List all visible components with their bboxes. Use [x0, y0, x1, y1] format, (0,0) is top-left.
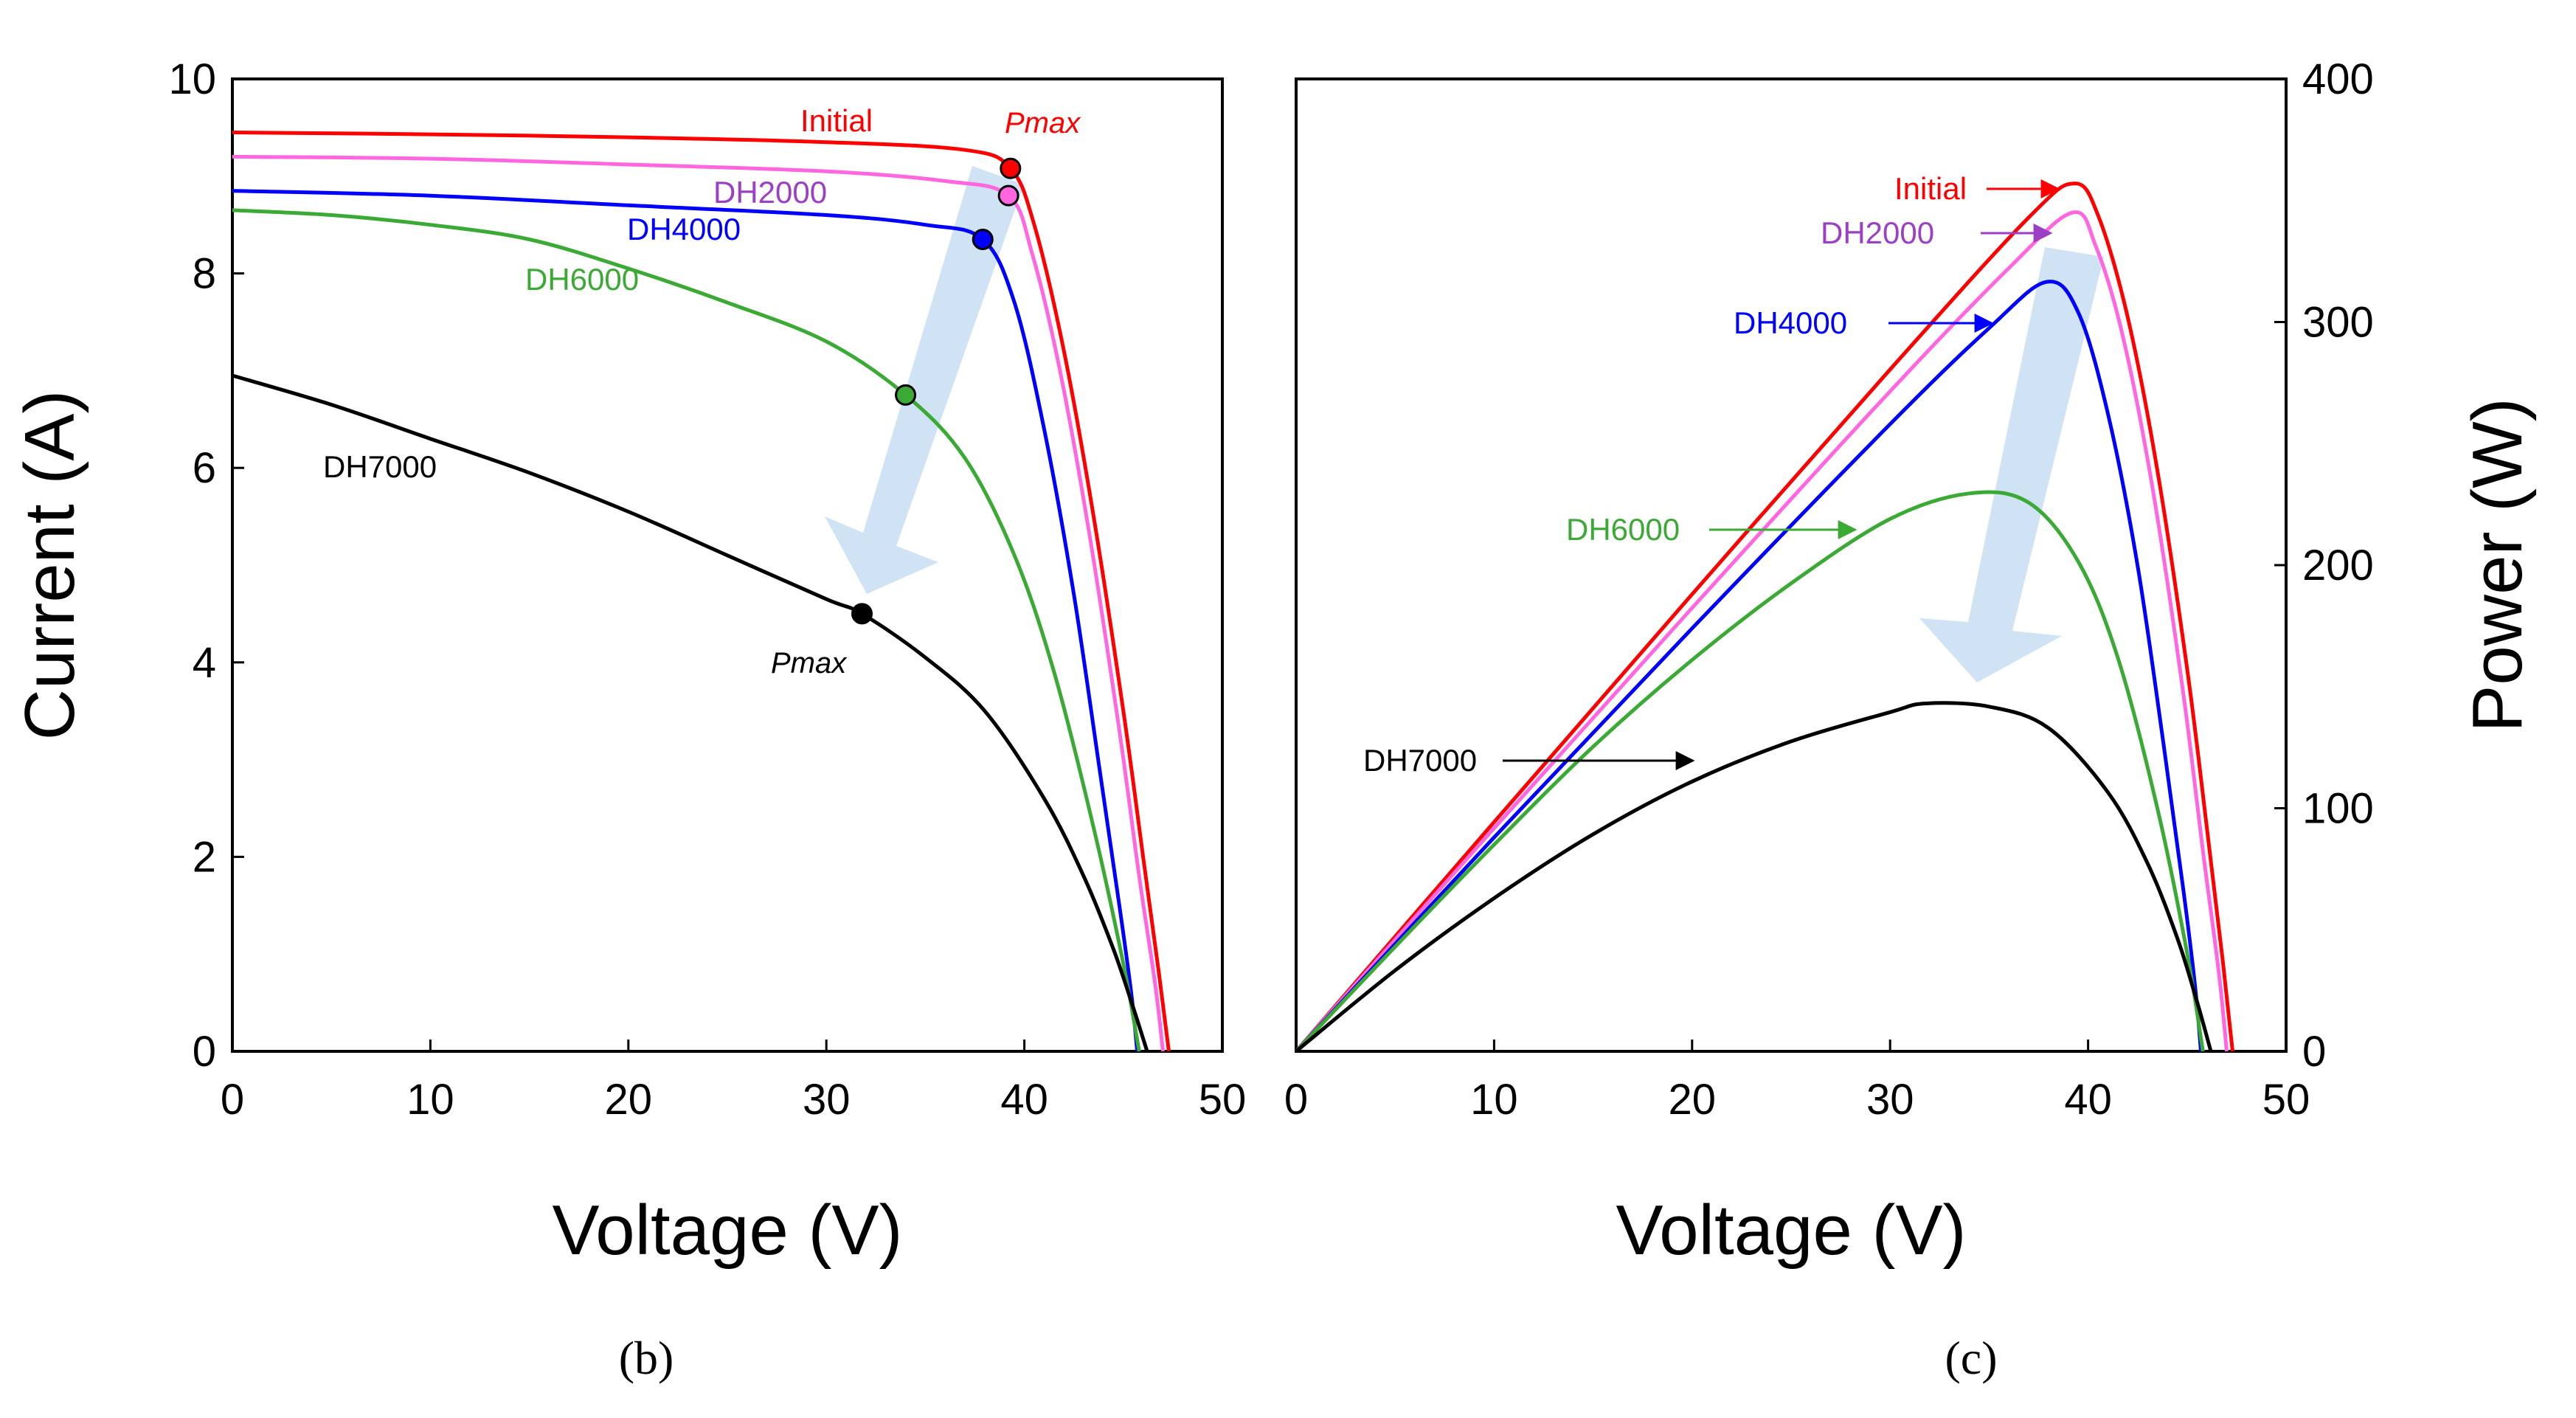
x-tick-label: 0	[221, 1076, 244, 1124]
series-label-dh2000: DH2000	[713, 175, 827, 210]
series-label-dh6000: DH6000	[525, 262, 639, 297]
series-label-dh7000: DH7000	[323, 449, 437, 484]
pmax-point-dh4000	[972, 228, 994, 250]
series-line-initial	[1295, 181, 2234, 1053]
y-axis-label: Power (W)	[2458, 398, 2537, 732]
panel-label: (c)	[1945, 1332, 1997, 1384]
series-line-initial	[232, 131, 1171, 1052]
y-tick-label: 2	[193, 833, 216, 881]
series-label-initial: Initial	[1894, 171, 1967, 206]
series-line-dh4000	[1295, 280, 2203, 1053]
pmax-label-top: Pmax	[1005, 107, 1081, 139]
x-tick-label: 20	[605, 1076, 653, 1124]
series-line-dh2000	[232, 154, 1165, 1052]
y-axis-ticks: 0 100 200 300 400	[2274, 55, 2374, 1076]
series-line-dh4000	[232, 189, 1140, 1052]
x-axis-label: Voltage (V)	[553, 1191, 903, 1270]
pmax-point-initial	[1000, 157, 1022, 179]
x-tick-label: 30	[1866, 1076, 1914, 1124]
pmax-points	[851, 157, 1022, 625]
x-tick-label: 20	[1669, 1076, 1717, 1124]
y-tick-label: 100	[2302, 785, 2374, 833]
y-tick-label: 0	[2302, 1028, 2326, 1076]
series-lines	[232, 131, 1171, 1052]
degradation-arrow	[825, 166, 1024, 594]
x-axis-label: Voltage (V)	[1616, 1191, 1967, 1270]
y-axis-label: Current (A)	[10, 390, 89, 741]
panel-label: (b)	[619, 1332, 674, 1384]
y-tick-label: 300	[2302, 299, 2374, 347]
x-tick-label: 50	[2262, 1076, 2310, 1124]
degradation-arrow-shape	[825, 166, 1024, 594]
y-tick-label: 0	[193, 1028, 216, 1076]
x-tick-label: 30	[803, 1076, 851, 1124]
y-tick-label: 10	[168, 55, 216, 103]
series-line-dh7000	[1295, 701, 2213, 1053]
pmax-point-dh2000	[997, 184, 1019, 207]
series-label-dh4000: DH4000	[1734, 305, 1847, 340]
series-line-dh7000	[232, 373, 1149, 1052]
x-tick-label: 10	[406, 1076, 454, 1124]
pmax-label-bottom: Pmax	[771, 647, 848, 679]
series-label-initial: Initial	[800, 103, 873, 138]
power-chart-panel: 0 10 20 30 40 50 0 100 200 300 400 Voltage (V) Po…	[1284, 55, 2537, 1384]
y-tick-label: 4	[193, 639, 216, 687]
series-label-dh2000: DH2000	[1821, 215, 1934, 250]
x-axis-ticks: 0 10 20 30 40 50	[1284, 1040, 2310, 1124]
y-tick-label: 8	[193, 250, 216, 298]
y-tick-label: 200	[2302, 542, 2374, 589]
series-line-dh2000	[1295, 210, 2229, 1053]
series-label-dh6000: DH6000	[1566, 512, 1680, 547]
y-tick-label: 6	[193, 444, 216, 492]
series-line-dh6000	[232, 208, 1141, 1052]
x-tick-label: 40	[2064, 1076, 2112, 1124]
series-label-dh4000: DH4000	[627, 212, 741, 246]
x-axis-ticks: 0 10 20 30 40 50	[221, 1040, 1246, 1124]
pmax-point-dh6000	[895, 384, 917, 406]
label-leader-arrows	[1503, 179, 2060, 770]
x-tick-label: 10	[1470, 1076, 1518, 1124]
pmax-point-dh7000	[851, 603, 873, 625]
series-line-dh6000	[1295, 490, 2205, 1053]
x-tick-label: 40	[1000, 1076, 1048, 1124]
y-tick-label: 400	[2302, 55, 2374, 103]
series-label-dh7000: DH7000	[1363, 743, 1477, 778]
degradation-arrow-shape	[1919, 247, 2104, 682]
x-tick-label: 50	[1199, 1076, 1247, 1124]
iv-chart-panel: 0 10 20 30 40 50 0 2 4 6 8 10 Voltage (V) Current …	[10, 55, 1246, 1384]
series-lines	[1295, 181, 2234, 1053]
plot-frame	[231, 77, 1224, 1053]
x-tick-label: 0	[1284, 1076, 1308, 1124]
y-axis-ticks: 0 2 4 6 8 10	[168, 55, 244, 1076]
degradation-arrow	[1919, 247, 2104, 682]
